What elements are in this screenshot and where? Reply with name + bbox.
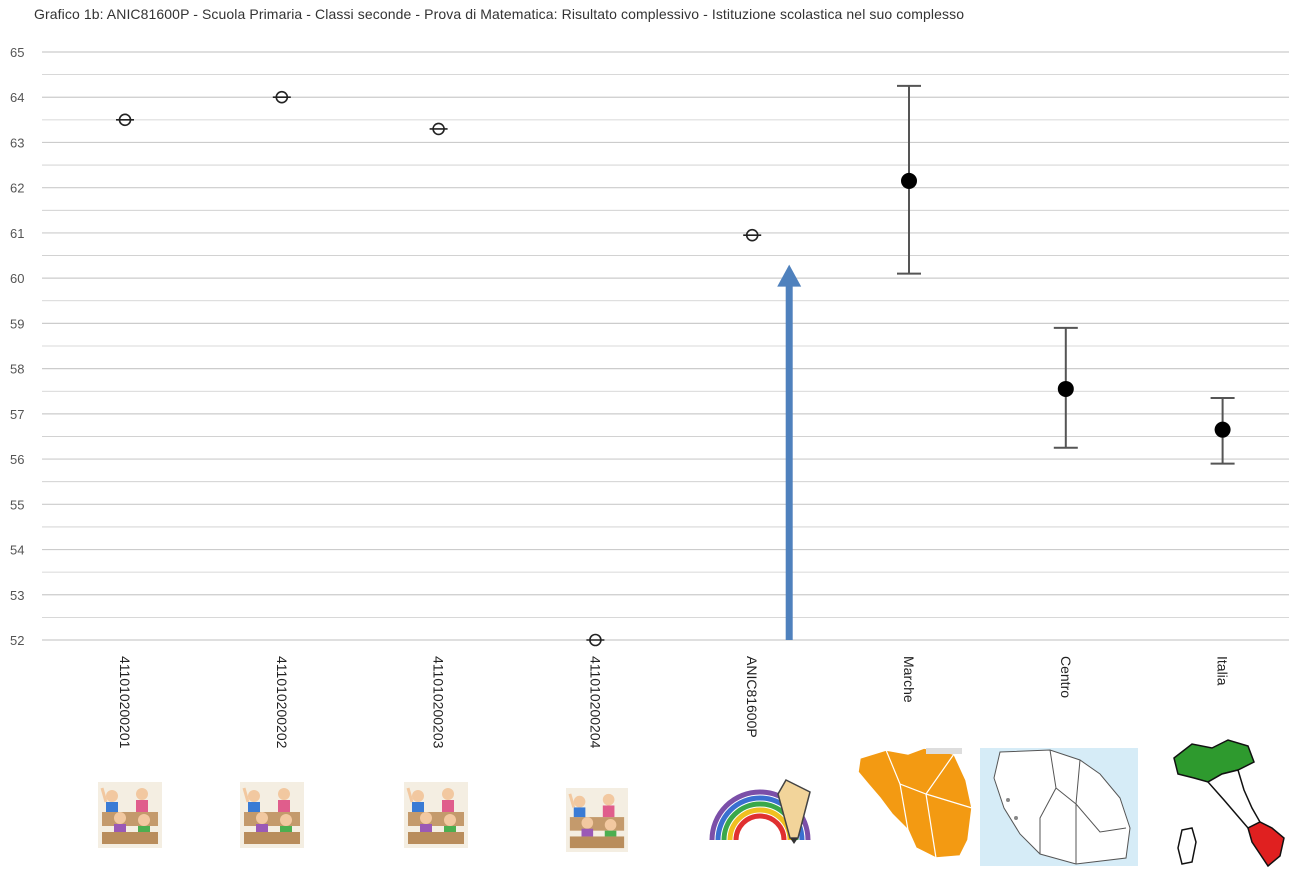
data-point bbox=[116, 113, 134, 127]
data-point bbox=[429, 122, 448, 136]
y-tick-label: 55 bbox=[10, 497, 24, 512]
data-points bbox=[116, 90, 1231, 647]
marche-region-map bbox=[856, 744, 976, 860]
gridlines bbox=[42, 51, 1289, 641]
x-tick-label: Marche bbox=[901, 656, 917, 703]
x-tick-label: 411010200202 bbox=[274, 656, 290, 749]
annotation-arrow bbox=[777, 264, 802, 640]
classroom-students-picture bbox=[404, 782, 468, 848]
y-tick-label: 64 bbox=[10, 90, 24, 105]
y-tick-label: 57 bbox=[10, 407, 24, 422]
data-point bbox=[272, 90, 291, 104]
x-tick-label: Centro bbox=[1058, 656, 1074, 698]
y-tick-label: 52 bbox=[10, 633, 24, 648]
arrow-head bbox=[777, 264, 802, 287]
x-tick-label: ANIC81600P bbox=[744, 656, 760, 738]
y-tick-label: 65 bbox=[10, 45, 24, 60]
x-tick-label: Italia bbox=[1215, 656, 1231, 686]
data-point bbox=[901, 172, 917, 189]
y-tick-label: 54 bbox=[10, 543, 24, 558]
y-tick-label: 61 bbox=[10, 226, 24, 241]
data-point bbox=[743, 228, 762, 242]
classroom-students-picture bbox=[98, 782, 162, 848]
y-tick-label: 56 bbox=[10, 452, 24, 467]
x-axis-ticks: 411010200201 411010200202 411010200203 4110… bbox=[117, 656, 1231, 749]
x-tick-label: 411010200203 bbox=[431, 656, 447, 749]
italy-map bbox=[1168, 738, 1286, 868]
y-tick-label: 62 bbox=[10, 181, 24, 196]
classroom-students-picture bbox=[566, 788, 628, 852]
classroom-students-picture bbox=[240, 782, 304, 848]
data-point bbox=[1214, 421, 1231, 438]
y-tick-label: 60 bbox=[10, 271, 24, 286]
central-italy-map bbox=[980, 748, 1138, 866]
chart-title: Grafico 1b: ANIC81600P - Scuola Primaria… bbox=[34, 6, 965, 22]
rainbow-pencil-picture bbox=[706, 770, 822, 844]
x-tick-label: 411010200201 bbox=[117, 656, 133, 749]
y-tick-label: 53 bbox=[10, 588, 24, 603]
x-tick-label: 411010200204 bbox=[587, 656, 603, 749]
y-tick-label: 58 bbox=[10, 362, 24, 377]
data-point bbox=[586, 633, 605, 647]
y-tick-label: 63 bbox=[10, 135, 24, 150]
y-axis-ticks: 52 53 54 55 56 57 58 59 60 61 62 63 64 65 bbox=[10, 45, 24, 648]
data-point bbox=[1057, 380, 1074, 397]
y-tick-label: 59 bbox=[10, 316, 24, 331]
